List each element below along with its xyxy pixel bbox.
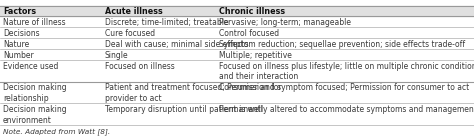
Text: Nature of illness: Nature of illness — [3, 18, 65, 27]
Text: Nature: Nature — [3, 40, 29, 49]
Text: Decision making
relationship: Decision making relationship — [3, 83, 66, 103]
Text: Pervasive; long-term; manageable: Pervasive; long-term; manageable — [219, 18, 350, 27]
Text: Focused on illness plus lifestyle; little on multiple chronic conditions
and the: Focused on illness plus lifestyle; littl… — [219, 62, 474, 81]
Text: Temporary disruption until patient is well: Temporary disruption until patient is we… — [105, 105, 263, 114]
Text: Multiple; repetitive: Multiple; repetitive — [219, 51, 292, 60]
Text: Permanently altered to accommodate symptoms and management: Permanently altered to accommodate sympt… — [219, 105, 474, 114]
Text: Evidence used: Evidence used — [3, 62, 58, 71]
Text: Number: Number — [3, 51, 34, 60]
Text: Decision making
environment: Decision making environment — [3, 105, 66, 125]
Text: Patient and treatment focused; Permission for
provider to act: Patient and treatment focused; Permissio… — [105, 83, 282, 103]
Text: Decisions: Decisions — [3, 29, 39, 38]
Text: Note. Adapted from Watt [8].: Note. Adapted from Watt [8]. — [3, 128, 110, 135]
Text: Symptom reduction; sequellae prevention; side effects trade-off: Symptom reduction; sequellae prevention;… — [219, 40, 465, 49]
Text: Chronic illness: Chronic illness — [219, 7, 285, 16]
Text: Focused on illness: Focused on illness — [105, 62, 174, 71]
Text: Deal with cause; minimal side effects: Deal with cause; minimal side effects — [105, 40, 248, 49]
Text: Cure focused: Cure focused — [105, 29, 155, 38]
Bar — [0, 6, 474, 16]
Text: Consumer and symptom focused; Permission for consumer to act: Consumer and symptom focused; Permission… — [219, 83, 469, 92]
Text: Acute illness: Acute illness — [105, 7, 163, 16]
Text: Control focused: Control focused — [219, 29, 279, 38]
Text: Discrete; time-limited; treatable: Discrete; time-limited; treatable — [105, 18, 228, 27]
Text: Single: Single — [105, 51, 128, 60]
Text: Factors: Factors — [3, 7, 36, 16]
